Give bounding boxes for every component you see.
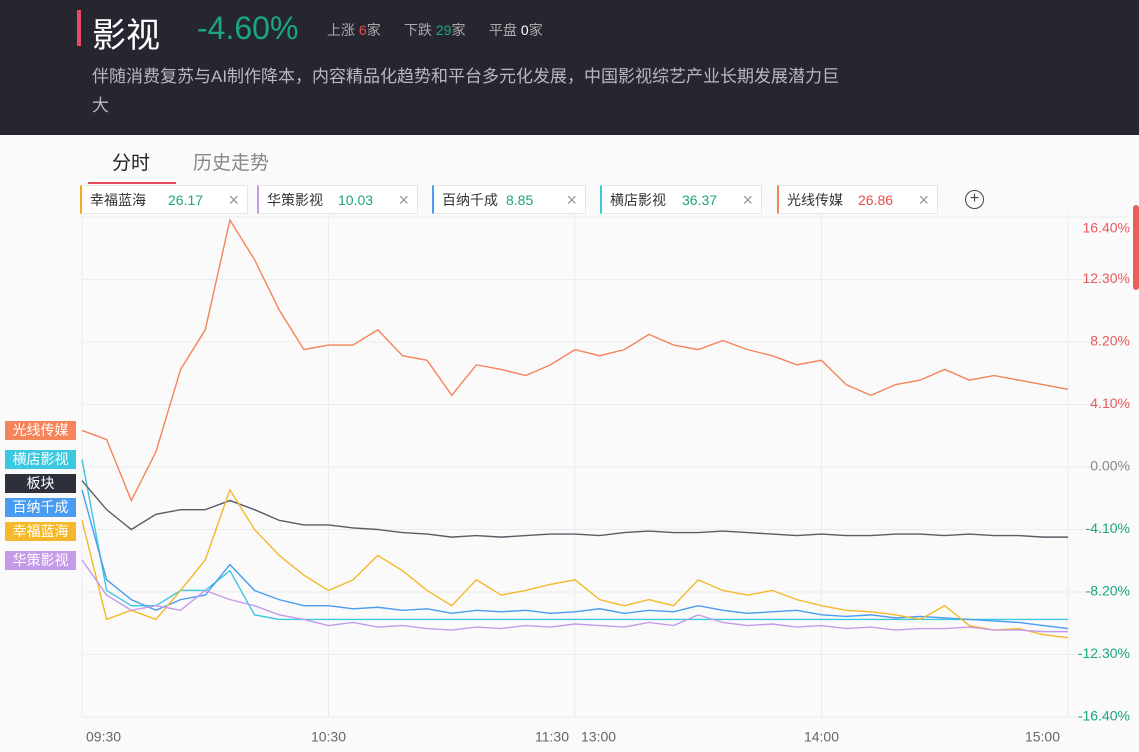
close-icon[interactable]: × [742, 190, 753, 210]
tab[interactable]: 分时 [112, 153, 151, 174]
stat-count: 6 [358, 22, 367, 38]
chip-price: 26.86 [858, 192, 894, 208]
chip-name: 横店影视 [610, 192, 666, 208]
series-badge: 板块 [5, 474, 76, 494]
chip[interactable]: 百纳千成 8.85 × [432, 185, 586, 214]
chip[interactable]: 横店影视 36.37 × [600, 185, 762, 214]
chip-price: 8.85 [506, 192, 534, 208]
description: 伴随消费复苏与AI制作降本，内容精品化趋势和平台多元化发展，中国影视综艺产业长期… [92, 67, 840, 115]
title: 影视 [92, 17, 160, 55]
chip[interactable]: 华策影视 10.03 × [257, 185, 418, 214]
chip-price: 36.37 [682, 192, 718, 208]
scrollbar [1133, 205, 1139, 290]
chip[interactable]: 光线传媒 26.86 × [777, 185, 938, 214]
series-line [81, 480, 1068, 538]
chip-name: 光线传媒 [787, 192, 843, 208]
stat-unit: 家 [451, 22, 466, 38]
chip-price: 26.17 [168, 192, 204, 208]
series-badge: 横店影视 [5, 450, 76, 470]
stat-count: 29 [435, 22, 452, 38]
stat-label: 下跌 [404, 22, 432, 38]
tab[interactable]: 历史走势 [193, 153, 270, 174]
change: -4.60% [197, 10, 299, 46]
series-line [81, 459, 1068, 621]
stat-label: 上涨 [327, 22, 355, 38]
series-badge: 百纳千成 [5, 498, 76, 518]
close-icon[interactable]: × [228, 190, 239, 210]
y-tick-label: -16.40% [1078, 708, 1130, 724]
x-tick-label: 10:30 [311, 729, 346, 745]
y-tick-label: 0.00% [1090, 458, 1130, 474]
y-tick-label: 8.20% [1090, 333, 1130, 349]
stat: 平盘 0家 [489, 20, 543, 40]
chip[interactable]: 幸福蓝海 26.17 × [80, 185, 248, 214]
chip-name: 百纳千成 [442, 192, 498, 208]
series-badge: 幸福蓝海 [5, 522, 76, 542]
series-line [81, 559, 1068, 633]
stat-unit: 家 [528, 22, 543, 38]
stat: 下跌 29家 [404, 20, 465, 40]
stat-unit: 家 [366, 22, 381, 38]
stat-count: 0 [520, 22, 529, 38]
series-badge: 光线传媒 [5, 421, 76, 441]
y-tick-label: -12.30% [1078, 645, 1130, 661]
close-icon[interactable]: × [918, 190, 929, 210]
chart: 16.40% 12.30% 8.20% 4.10% 0.00% -4.10% -8.20% -… [81, 213, 1130, 745]
x-tick-label: 14:00 [804, 729, 839, 745]
header: 影视 -4.60% 上涨 6家 下跌 29家 平盘 0家 伴随消费复苏与AI制作… [0, 0, 1139, 135]
chip-price: 10.03 [338, 192, 374, 208]
series-line [81, 488, 1069, 639]
y-tick-label: 4.10% [1090, 395, 1130, 411]
add-button[interactable]: + [965, 190, 984, 209]
y-tick-label: 16.40% [1083, 220, 1130, 236]
series-badge: 华策影视 [5, 550, 76, 570]
x-tick-label: 09:30 [86, 729, 121, 745]
close-icon[interactable]: × [566, 190, 577, 210]
close-icon[interactable]: × [398, 190, 409, 210]
y-tick-label: -4.10% [1086, 520, 1130, 536]
y-tick-label: 12.30% [1083, 270, 1130, 286]
series-line [81, 218, 1069, 503]
stat-label: 平盘 [489, 22, 517, 38]
chip-name: 华策影视 [267, 192, 323, 208]
x-tick-label: 15:00 [1025, 729, 1060, 745]
stat: 上涨 6家 [327, 20, 381, 40]
series-line [81, 489, 1069, 630]
y-tick-label: -8.20% [1086, 583, 1130, 599]
tab-underline [88, 182, 176, 184]
chip-name: 幸福蓝海 [90, 192, 146, 208]
x-tick-label: 13:00 [581, 729, 616, 745]
accent [77, 10, 81, 46]
x-tick-label: 11:30 [535, 729, 569, 745]
